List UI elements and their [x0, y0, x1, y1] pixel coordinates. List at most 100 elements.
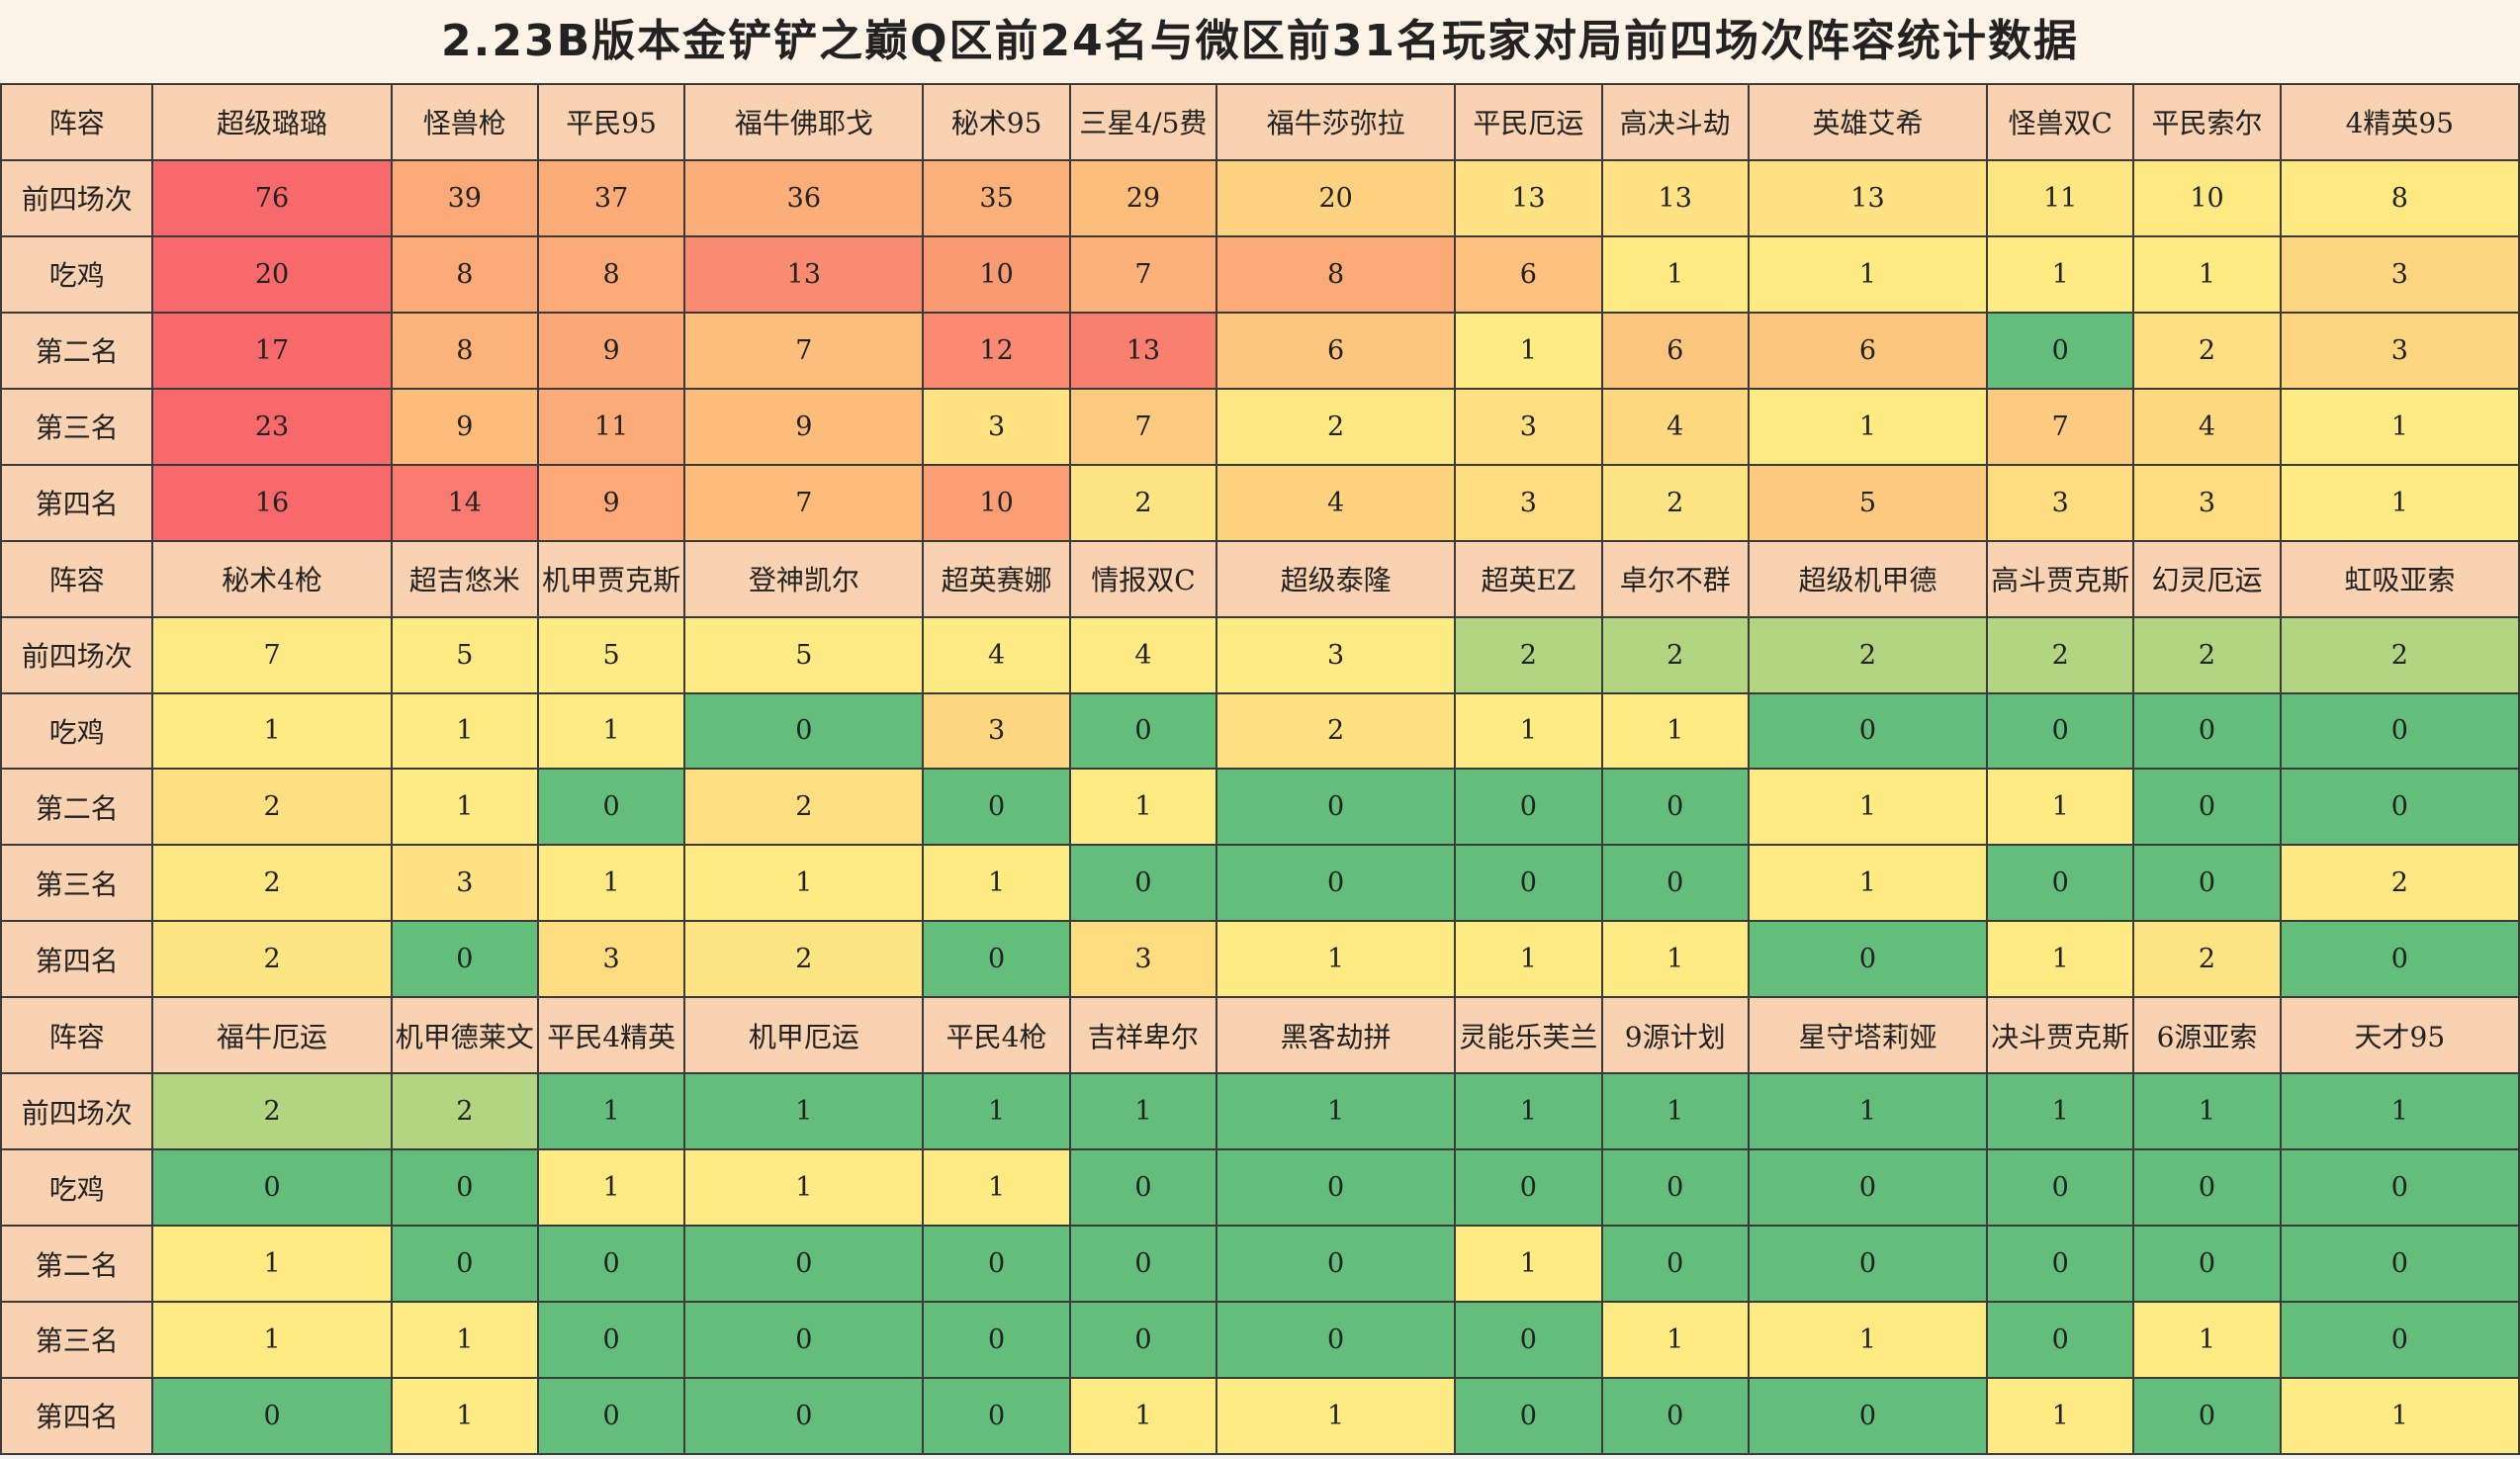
stat-cell: 1	[683, 1072, 925, 1151]
stat-cell: 0	[1454, 844, 1603, 923]
stat-cell: 7	[683, 311, 925, 390]
stat-cell: 1	[1454, 1225, 1603, 1303]
block-3-top4-count-row: 前四场次 2 2 1 1 1 1 1 1 1 1 1 1 1	[0, 1072, 2520, 1151]
stat-cell: 0	[2132, 768, 2282, 847]
stat-cell: 1	[151, 1301, 393, 1379]
stat-cell: 1	[536, 844, 686, 923]
stat-cell: 1	[1986, 1072, 2135, 1151]
comp-name-cell: 幻灵厄运	[2132, 539, 2282, 618]
stat-cell: 0	[683, 1225, 925, 1303]
stat-cell: 0	[2279, 1148, 2520, 1228]
comp-name-cell: 超级璐璐	[151, 83, 393, 161]
stat-cell: 0	[390, 920, 539, 999]
stat-cell: 0	[1600, 844, 1750, 923]
stat-cell: 3	[1454, 387, 1603, 466]
stat-cell: 1	[1068, 768, 1218, 847]
stat-cell: 1	[151, 691, 393, 771]
comp-name-cell: 超英赛娜	[922, 539, 1071, 618]
comp-name-cell: 超英EZ	[1454, 539, 1603, 618]
stat-cell: 1	[2132, 1072, 2282, 1151]
row-label: 第二名	[0, 1225, 154, 1303]
stat-cell: 1	[1986, 768, 2135, 847]
comp-name-cell: 英雄艾希	[1747, 83, 1989, 161]
comp-name-cell: 平民4精英	[536, 996, 686, 1075]
stat-cell: 0	[1986, 844, 2135, 923]
stat-cell: 36	[683, 158, 925, 237]
stat-cell: 11	[1986, 158, 2135, 237]
stat-cell: 20	[151, 234, 393, 314]
stat-cell: 0	[1986, 311, 2135, 390]
stat-cell: 14	[390, 463, 539, 542]
row-label: 第四名	[0, 920, 154, 999]
stat-cell: 0	[1454, 768, 1603, 847]
stat-cell: 1	[1454, 691, 1603, 771]
comp-name-cell: 高决斗劫	[1600, 83, 1750, 161]
comp-name-cell: 超吉悠米	[390, 539, 539, 618]
stat-cell: 2	[1986, 615, 2135, 694]
stat-cell: 3	[922, 691, 1071, 771]
stat-cell: 2	[2279, 615, 2520, 694]
stat-cell: 13	[1454, 158, 1603, 237]
block-2-header-row: 阵容 秘术4枪 超吉悠米 机甲贾克斯 登神凯尔 超英赛娜 情报双C 超级泰隆 超英EZ 卓尔不群超…	[0, 539, 2520, 618]
stat-cell: 2	[151, 768, 393, 847]
stat-cell: 0	[1986, 1301, 2135, 1379]
stat-cell: 2	[1215, 691, 1457, 771]
row-label: 第二名	[0, 311, 154, 390]
stat-cell: 1	[1600, 1301, 1750, 1379]
table-body: 阵容 超级璐璐 怪兽枪 平民95 福牛佛耶戈 秘术95 三星4/5费 福牛莎弥拉 平民厄运 高决斗…	[0, 83, 2520, 1456]
stat-cell: 5	[683, 615, 925, 694]
stat-cell: 1	[2279, 1376, 2520, 1456]
stat-cell: 8	[536, 234, 686, 314]
stat-cell: 1	[1454, 311, 1603, 390]
block-1-header-row: 阵容 超级璐璐 怪兽枪 平民95 福牛佛耶戈 秘术95 三星4/5费 福牛莎弥拉 平民厄运 高决斗…	[0, 83, 2520, 161]
block-3-second-place-row: 第二名 1 0 0 0 0 0 0 1 0 0 0 0 0	[0, 1225, 2520, 1303]
stat-cell: 3	[922, 387, 1071, 466]
stat-cell: 0	[1747, 691, 1989, 771]
stat-cell: 8	[2279, 158, 2520, 237]
stat-cell: 0	[1747, 1225, 1989, 1303]
row-label: 吃鸡	[0, 691, 154, 771]
stat-cell: 2	[151, 920, 393, 999]
comp-name-cell: 平民4枪	[922, 996, 1071, 1075]
stat-cell: 1	[2279, 1072, 2520, 1151]
stat-cell: 7	[683, 463, 925, 542]
block-1-second-place-row: 第二名 17 8 9 7 12 13 6 1 6 6 0 2 3	[0, 311, 2520, 390]
comp-name-cell: 黑客劫拼	[1215, 996, 1457, 1075]
comp-name-cell: 机甲德莱文	[390, 996, 539, 1075]
row-label: 第三名	[0, 844, 154, 923]
stat-cell: 1	[390, 768, 539, 847]
stat-cell: 0	[1454, 1376, 1603, 1456]
stat-cell: 0	[1600, 1148, 1750, 1228]
row-label: 第三名	[0, 1301, 154, 1379]
stat-cell: 3	[536, 920, 686, 999]
stat-cell: 2	[1068, 463, 1218, 542]
stat-cell: 3	[2132, 463, 2282, 542]
stat-cell: 9	[536, 311, 686, 390]
stat-cell: 0	[1215, 1148, 1457, 1228]
stat-cell: 1	[1454, 920, 1603, 999]
comp-name-cell: 吉祥卑尔	[1068, 996, 1218, 1075]
stat-cell: 0	[1215, 1225, 1457, 1303]
stat-cell: 4	[922, 615, 1071, 694]
stat-cell: 37	[536, 158, 686, 237]
stat-cell: 0	[151, 1148, 393, 1228]
stat-cell: 7	[1068, 387, 1218, 466]
comp-name-cell: 卓尔不群	[1600, 539, 1750, 618]
stat-cell: 5	[1747, 463, 1989, 542]
comp-name-cell: 超级机甲德	[1747, 539, 1989, 618]
stat-cell: 2	[2279, 844, 2520, 923]
stat-cell: 8	[390, 311, 539, 390]
stat-cell: 1	[536, 1148, 686, 1228]
comp-name-cell: 天才95	[2279, 996, 2520, 1075]
block-1-fourth-place-row: 第四名 16 14 9 7 10 2 4 3 2 5 3 3 1	[0, 463, 2520, 542]
stat-cell: 1	[922, 1072, 1071, 1151]
block-3-header-row: 阵容 福牛厄运 机甲德莱文 平民4精英 机甲厄运 平民4枪 吉祥卑尔 黑客劫拼 灵能乐芙兰 9源计…	[0, 996, 2520, 1075]
comp-name-cell: 情报双C	[1068, 539, 1218, 618]
row-label: 第二名	[0, 768, 154, 847]
stat-cell: 1	[1600, 691, 1750, 771]
comp-name-cell: 怪兽枪	[390, 83, 539, 161]
stat-cell: 3	[2279, 311, 2520, 390]
stat-cell: 0	[390, 1148, 539, 1228]
comp-name-cell: 怪兽双C	[1986, 83, 2135, 161]
stat-cell: 0	[1068, 844, 1218, 923]
